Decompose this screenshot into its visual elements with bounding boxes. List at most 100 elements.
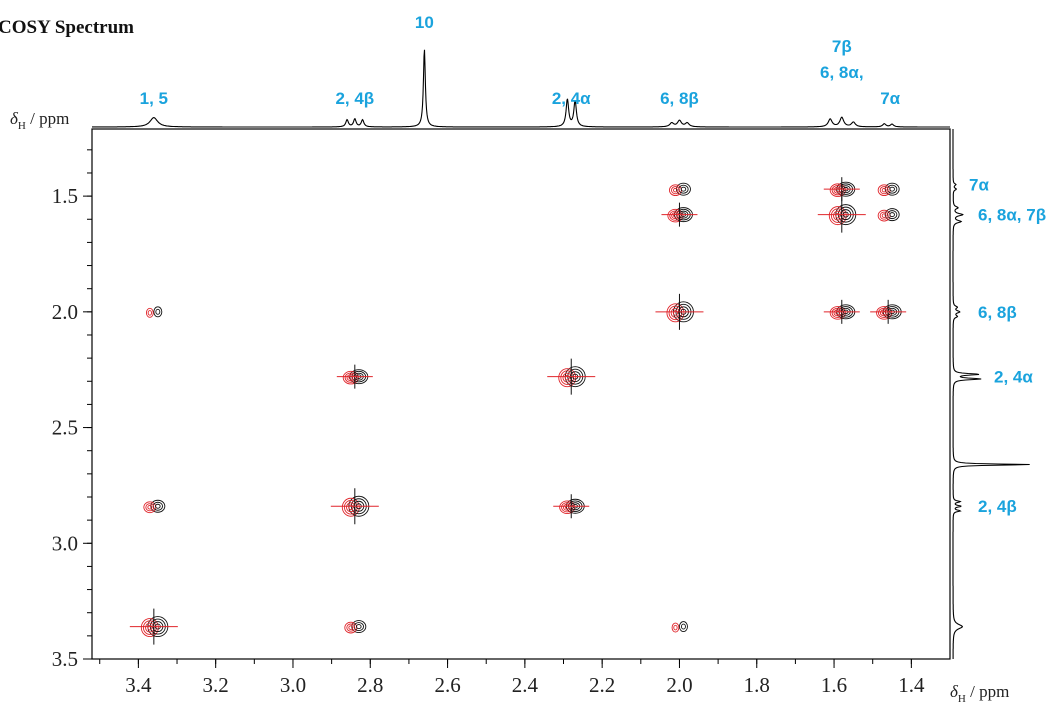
contour-negative [343,499,358,515]
contour-negative [668,305,683,321]
contour-negative [829,183,846,197]
contour-negative [341,497,360,517]
contour-positive [356,624,362,630]
contour-negative [673,624,678,631]
contour-negative [881,187,887,193]
cross-peak [330,488,379,525]
contour-negative [671,622,680,633]
contour-negative [673,187,678,193]
cross-peak [877,208,900,222]
contour-negative [881,213,887,218]
contour-positive [887,210,898,220]
top-peak-label: 1, 5 [140,89,168,108]
x-tick-label: 1.4 [898,673,925,697]
contour-negative [142,620,157,635]
y-axis-title: δH / ppm [10,109,69,132]
cross-peaks [129,177,907,645]
cross-peak [145,306,163,318]
contour-positive [680,186,687,192]
cross-peak [877,182,900,197]
cross-peak [129,608,178,645]
contour-positive [887,184,898,194]
side-peak-label: 6, 8β [978,303,1017,322]
side-peak-label: 2, 4α [994,368,1033,387]
x-tick-label: 3.4 [125,673,152,697]
side-peak-label: 7α [969,176,989,195]
contour-negative [346,623,356,632]
contour-negative [147,310,152,316]
contour-negative [348,375,354,380]
contour-positive [884,208,900,222]
plot-frame [91,128,951,660]
top-peak-label: 2, 4α [552,89,591,108]
x-tick-label: 2.8 [357,673,383,697]
axes: 3.4 3.2 3.0 2.8 2.6 2.4 2.2 2.0 1.8 1.6 1.4 1.5 2.0 2… [52,149,925,697]
contour-negative [829,306,846,320]
contour-negative [560,370,575,385]
x-tick-label: 1.8 [744,673,770,697]
contour-negative [348,625,354,630]
contour-positive [351,620,367,634]
contour-positive [155,308,161,315]
contour-positive [153,306,163,318]
side-projection-trace [952,129,1030,659]
contour-negative [881,310,887,315]
x-tick-label: 2.6 [434,673,460,697]
contour-positive [150,499,166,513]
contour-negative [348,504,354,510]
cross-peak [823,299,860,324]
cross-peak [553,494,590,519]
y-tick-label: 3.0 [52,531,78,555]
contour-negative [559,500,576,514]
top-peak-label: 7β [832,37,852,56]
side-peak-label: 6, 8α, 7β [978,206,1046,225]
contour-negative [673,213,678,218]
contour-negative [835,212,841,219]
contour-positive [676,182,691,196]
contour-negative [835,310,841,315]
contour-positive [884,182,900,196]
top-peak-label: 2, 4β [335,89,374,108]
contour-negative [147,624,153,631]
side-peak-label: 2, 4β [978,497,1017,516]
cross-peak [671,621,688,633]
cross-peak [817,196,866,233]
cross-peak [655,293,704,330]
cross-peak [669,182,691,197]
contour-negative [879,186,889,195]
contour-negative [564,374,570,381]
contour-negative [835,188,841,193]
x-tick-label: 2.2 [589,673,615,697]
contour-negative [828,206,847,226]
contour-positive [889,212,895,218]
x-tick-label: 3.2 [203,673,229,697]
cross-peak [661,202,698,227]
contour-negative [140,618,159,638]
peak-labels: 1, 5 2, 4β 10 2, 4α 6, 8β 6, 8α, 7β 7α 7α 6, 8α, … [140,13,1046,516]
cross-peak [547,358,596,395]
contour-negative [672,310,679,316]
cross-peak [143,499,166,514]
contour-negative [667,208,684,223]
y-tick-label: 3.5 [52,647,78,671]
contour-negative [666,303,685,323]
contour-positive [889,186,895,192]
contour-negative [145,307,154,318]
x-axis-title: δH / ppm [950,682,1009,705]
contour-positive [679,621,688,633]
x-tick-label: 2.0 [666,673,692,697]
x-tick-label: 1.6 [821,673,847,697]
contour-negative [145,503,155,512]
contour-positive [155,503,161,509]
contour-negative [830,208,845,223]
contour-negative [879,211,889,220]
contour-negative [147,504,153,510]
contour-negative [876,306,893,320]
x-tick-label: 2.4 [512,673,539,697]
cross-peak [823,177,860,202]
y-tick-label: 2.5 [52,416,78,440]
contour-negative [558,368,577,388]
contour-positive [152,501,163,511]
